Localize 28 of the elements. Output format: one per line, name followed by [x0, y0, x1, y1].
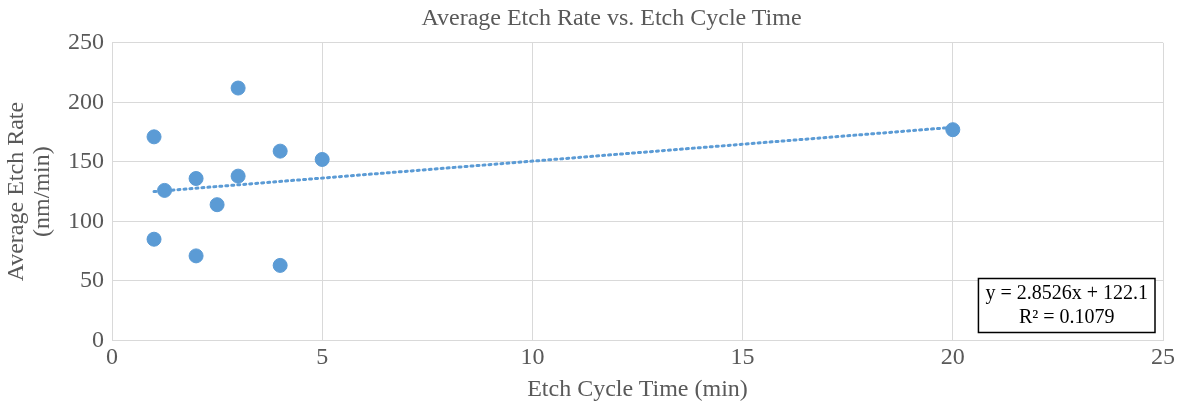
y-tick-label: 50 [80, 266, 104, 293]
y-axis-title: Average Etch Rate (nm/min) [2, 101, 55, 282]
point [146, 129, 162, 145]
point [230, 168, 246, 184]
y-tick-label: 100 [68, 206, 104, 233]
point [209, 197, 225, 213]
y-tick-label: 200 [68, 87, 104, 114]
x-tick-label: 25 [1151, 343, 1175, 370]
point [314, 151, 330, 167]
annotation: y = 2.8526x + 122.1 [985, 280, 1148, 304]
point [188, 248, 204, 264]
point [945, 122, 961, 138]
x-tick-label: 10 [520, 343, 545, 370]
point [157, 182, 173, 198]
point [230, 80, 246, 96]
chart-title: Average Etch Rate vs. Etch Cycle Time [421, 3, 802, 30]
y-tick-label: 0 [92, 325, 104, 352]
point [272, 143, 288, 159]
point [188, 171, 204, 187]
point [146, 231, 162, 247]
y-tick-label: 250 [68, 28, 104, 55]
x-tick-label: 5 [316, 343, 329, 370]
x-tick-label: 20 [940, 343, 965, 370]
point [272, 257, 288, 273]
x-tick-label: 15 [730, 343, 755, 370]
x-axis-title: Etch Cycle Time (min) [527, 374, 748, 401]
y-tick-label: 150 [68, 147, 104, 174]
annotation: R² = 0.1079 [1018, 304, 1115, 327]
